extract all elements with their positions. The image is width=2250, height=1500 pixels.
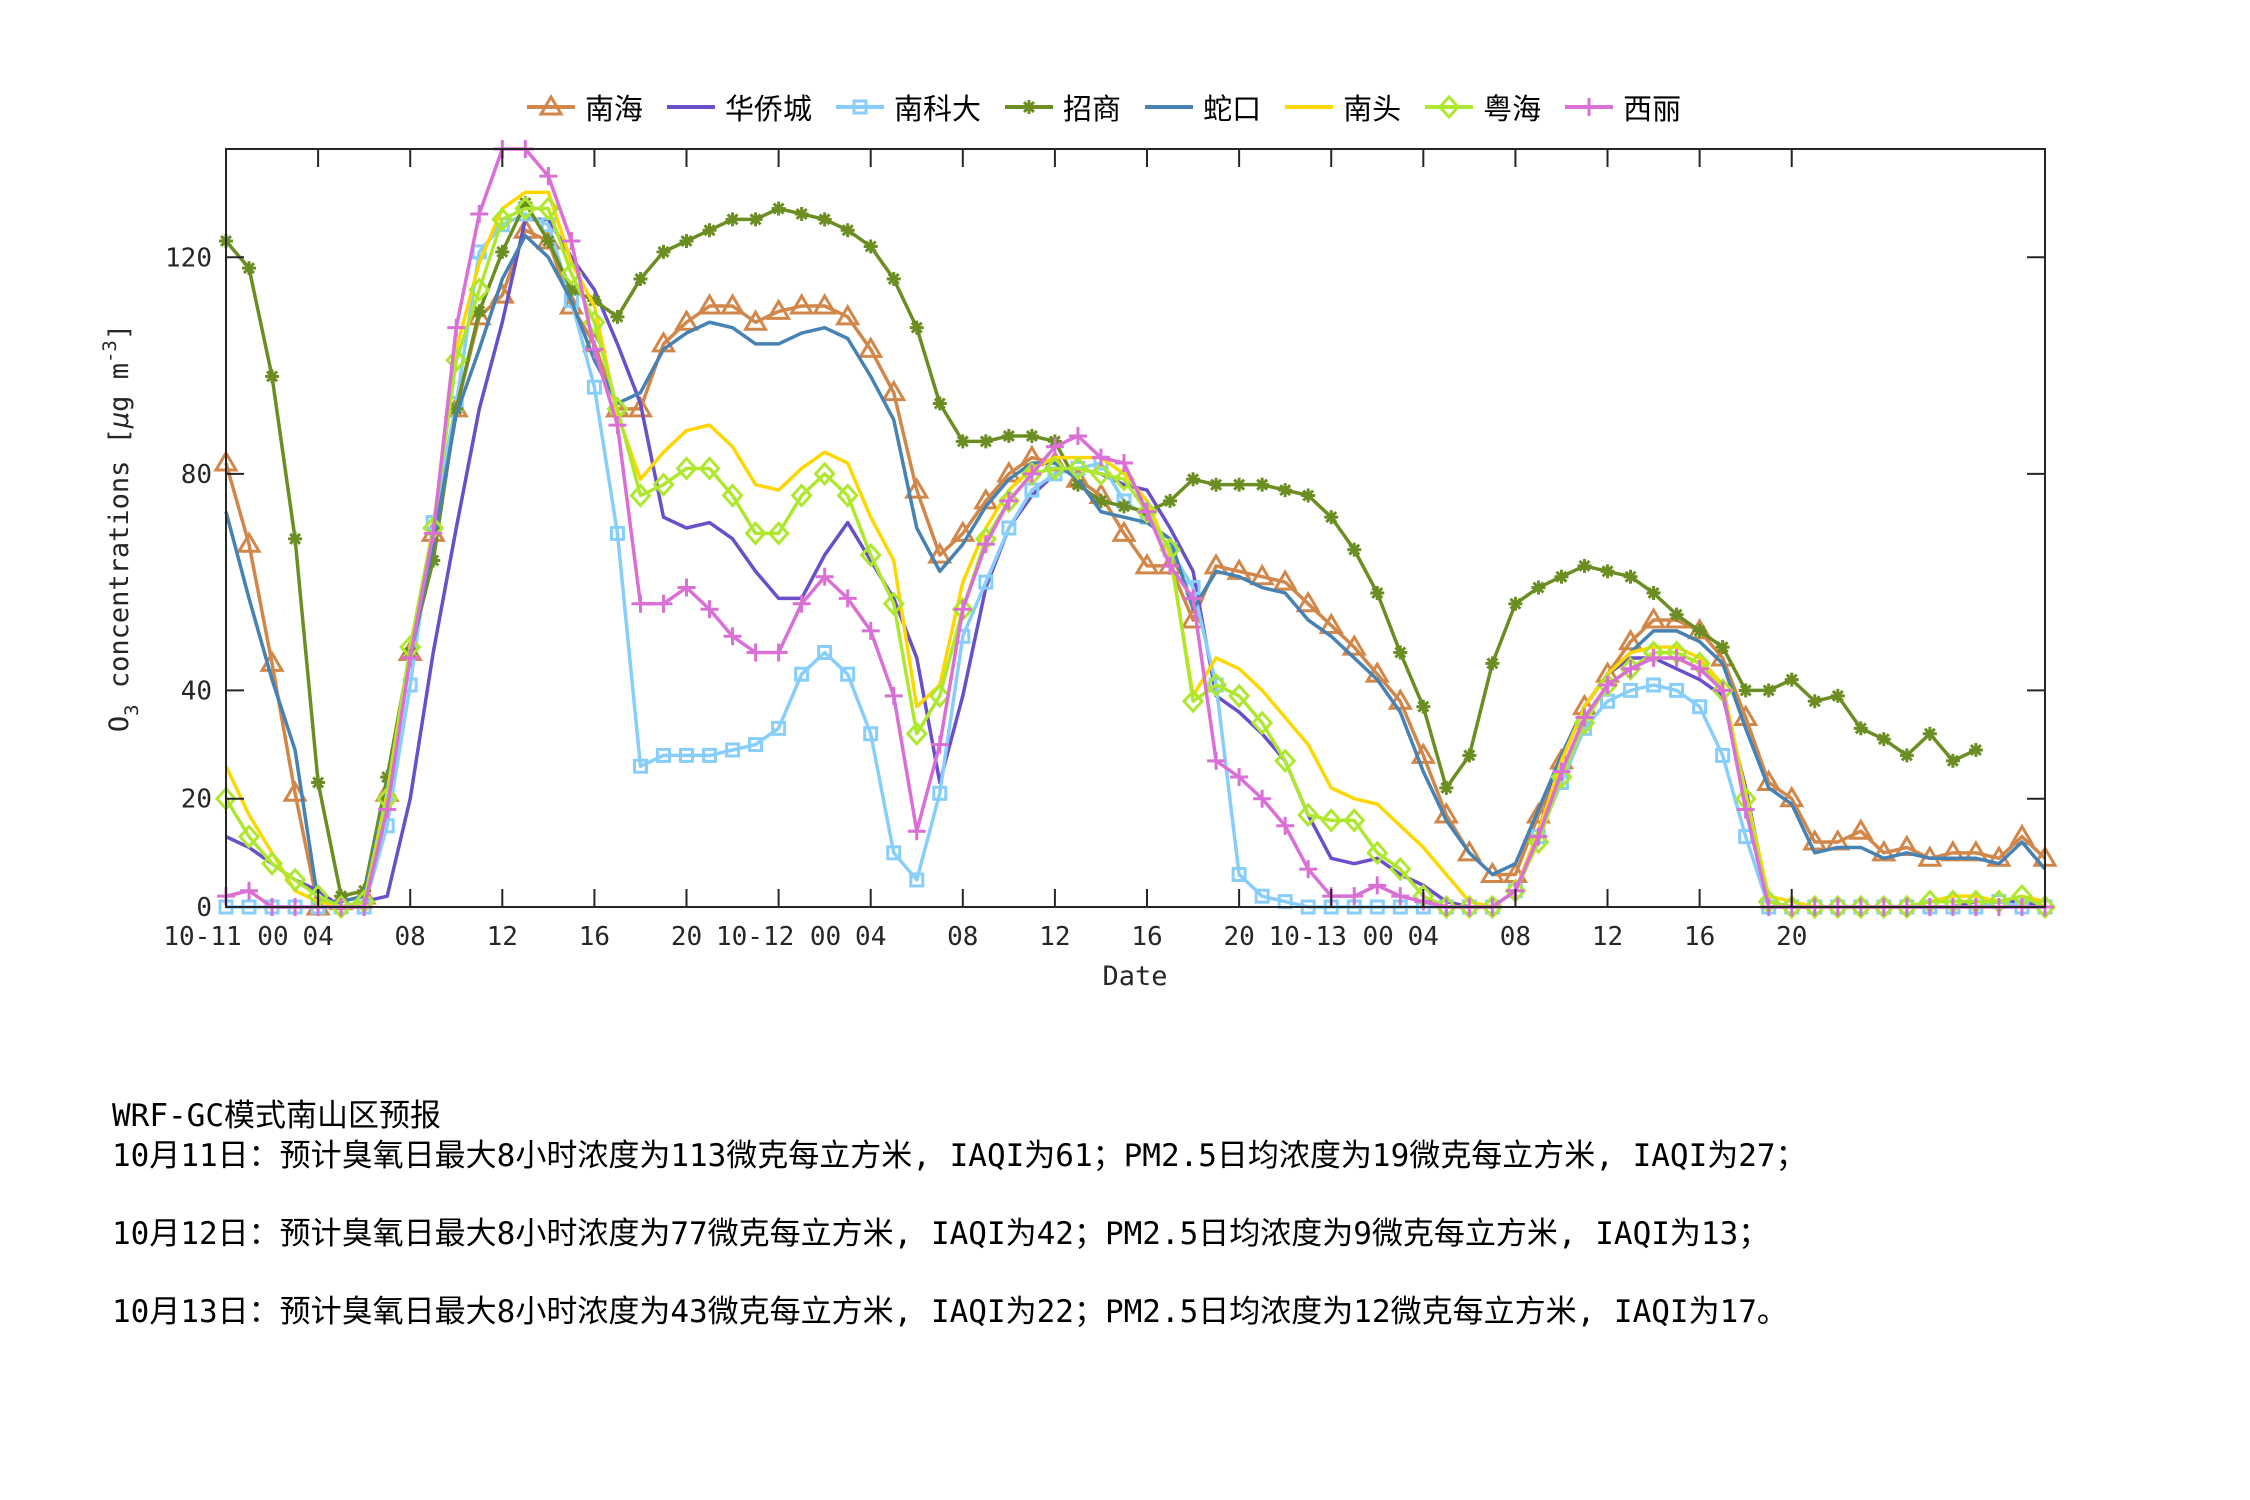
y-tick-label: 40 <box>181 676 212 706</box>
x-tick-label: 10-13 00 <box>1269 922 1394 952</box>
legend-swatch-icon <box>1425 94 1474 120</box>
plot-frame <box>225 148 2046 908</box>
y-tick-label: 0 <box>196 893 212 923</box>
legend-swatch-icon <box>1285 105 1334 109</box>
series-4 <box>224 233 2047 904</box>
legend-swatch-icon <box>1005 100 1054 114</box>
legend-item: 招商 <box>1003 86 1121 128</box>
x-tick-label: 20 <box>1776 922 1807 952</box>
x-tick-label: 08 <box>1500 922 1531 952</box>
y-tick-label: 20 <box>181 785 212 815</box>
legend-label: 招商 <box>1063 92 1122 126</box>
series-0 <box>213 217 2058 916</box>
x-tick-label: 12 <box>487 922 518 952</box>
x-tick-label: 08 <box>395 922 426 952</box>
o3-line-chart: 0 20 40 80 120 10-11 00 04 08 12 16 20 10-12 00 04 08… <box>99 140 2058 992</box>
legend-item: 西丽 <box>1563 86 1681 128</box>
legend-label: 西丽 <box>1623 92 1682 126</box>
series-2 <box>218 206 2053 915</box>
legend-swatch-icon <box>1145 105 1194 109</box>
chart-legend: 南海 华侨城 南科大 招商 蛇口 南头 粤海 西丽 <box>525 82 1703 132</box>
series-1 <box>225 217 2046 909</box>
y-tick-label: 80 <box>181 460 212 490</box>
x-tick-label: 08 <box>947 922 978 952</box>
legend-label: 南科大 <box>894 92 982 126</box>
legend-label: 粤海 <box>1483 92 1542 126</box>
legend-label: 华侨城 <box>725 92 813 126</box>
plot-series <box>213 140 2058 920</box>
axis-ticks: 0 20 40 80 120 10-11 00 04 08 12 16 20 10-12 00 04 08… <box>163 149 2045 952</box>
legend-item: 蛇口 <box>1143 86 1261 128</box>
x-tick-label: 10-11 00 <box>163 922 288 952</box>
x-tick-label: 16 <box>1684 922 1715 952</box>
legend-label: 蛇口 <box>1203 92 1262 126</box>
legend-label: 南海 <box>585 92 644 126</box>
x-axis-label: Date <box>1102 961 1167 992</box>
legend-swatch-icon <box>667 105 716 109</box>
x-tick-label: 16 <box>579 922 610 952</box>
legend-swatch-icon <box>836 99 885 115</box>
legend-item: 华侨城 <box>665 86 812 128</box>
legend-swatch-icon <box>527 94 575 116</box>
forecast-heading: WRF-GC模式南山区预报 <box>112 1098 441 1134</box>
series-3 <box>219 196 1983 904</box>
legend-swatch-icon <box>1565 98 1614 116</box>
x-tick-label: 20 <box>671 922 702 952</box>
legend-item: 粤海 <box>1423 86 1541 128</box>
legend-item: 南头 <box>1283 86 1401 128</box>
x-tick-label: 04 <box>1408 922 1439 952</box>
svg-text:O3 concentrations [μg m-3]: O3 concentrations [μg m-3] <box>99 324 143 732</box>
x-tick-label: 20 <box>1223 922 1254 952</box>
legend-item: 南海 <box>525 86 643 128</box>
x-tick-label: 04 <box>302 922 333 952</box>
forecast-line-1: 10月11日：预计臭氧日最大8小时浓度为113微克每立方米, IAQI为61；P… <box>112 1138 1807 1174</box>
series-7 <box>217 140 2054 916</box>
x-tick-label: 04 <box>855 922 886 952</box>
legend-label: 南头 <box>1343 92 1402 126</box>
legend-item: 南科大 <box>834 86 981 128</box>
forecast-line-2: 10月12日：预计臭氧日最大8小时浓度为77微克每立方米, IAQI为42；PM… <box>112 1216 1770 1252</box>
x-tick-label: 12 <box>1039 922 1070 952</box>
y-tick-label: 120 <box>165 243 212 273</box>
x-tick-label: 16 <box>1131 922 1162 952</box>
x-tick-label: 10-12 00 <box>716 922 841 952</box>
forecast-line-3: 10月13日：预计臭氧日最大8小时浓度为43微克每立方米, IAQI为22；PM… <box>112 1294 1788 1330</box>
x-tick-label: 12 <box>1592 922 1623 952</box>
y-axis-label: O3 concentrations [μg m-3] <box>99 324 143 732</box>
